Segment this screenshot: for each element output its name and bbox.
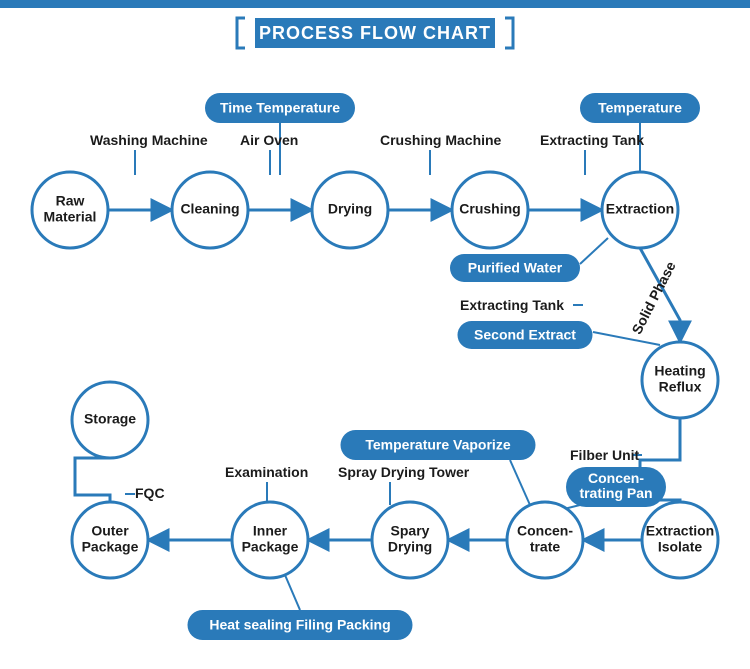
equipment-label: Spray Drying Tower <box>338 464 470 480</box>
node-raw: RawMaterial <box>32 172 108 248</box>
node-spray: SparyDrying <box>372 502 448 578</box>
node-label: Package <box>242 539 299 555</box>
equipment-label: Filber Unit <box>570 447 640 463</box>
node-label: Concen- <box>517 523 573 539</box>
param-pill: Second Extract <box>458 321 593 349</box>
node-dry: Drying <box>312 172 388 248</box>
param-pill: Concen-trating Pan <box>566 467 666 507</box>
node-extract: Extraction <box>602 172 678 248</box>
node-storage: Storage <box>72 382 148 458</box>
param-pill: Temperature <box>580 93 700 123</box>
equipment-label: Extracting Tank <box>540 132 644 148</box>
equipment-label: Examination <box>225 464 308 480</box>
svg-text:Time Temperature: Time Temperature <box>220 100 340 116</box>
node-label: Reflux <box>659 379 702 395</box>
node-label: trate <box>530 539 561 555</box>
pill-link <box>580 238 608 264</box>
edge-outer-storage <box>75 458 110 502</box>
node-label: Drying <box>328 201 372 217</box>
svg-text:Second Extract: Second Extract <box>474 327 576 343</box>
node-label: Extraction <box>646 523 714 539</box>
param-pill: Time Temperature <box>205 93 355 123</box>
node-label: Spary <box>391 523 430 539</box>
node-label: Outer <box>91 523 129 539</box>
chart-title: PROCESS FLOW CHART <box>259 23 491 43</box>
equipment-label: Crushing Machine <box>380 132 502 148</box>
node-label: Package <box>82 539 139 555</box>
node-label: Heating <box>654 363 705 379</box>
node-label: Cleaning <box>180 201 239 217</box>
equipment-label: FQC <box>135 485 165 501</box>
node-label: Drying <box>388 539 432 555</box>
node-label: Inner <box>253 523 288 539</box>
node-outer: OuterPackage <box>72 502 148 578</box>
equipment-label: Washing Machine <box>90 132 208 148</box>
svg-text:Purified Water: Purified Water <box>468 260 563 276</box>
node-label: Extraction <box>606 201 674 217</box>
node-reflux: HeatingReflux <box>642 342 718 418</box>
node-label: Material <box>44 209 97 225</box>
node-crush: Crushing <box>452 172 528 248</box>
param-pill: Purified Water <box>450 254 580 282</box>
node-label: Raw <box>56 193 85 209</box>
svg-text:Concen-: Concen- <box>588 470 644 486</box>
node-isolate: ExtractionIsolate <box>642 502 718 578</box>
pill-link <box>593 332 660 345</box>
pill-link <box>510 460 530 505</box>
node-inner: InnerPackage <box>232 502 308 578</box>
node-label: Crushing <box>459 201 520 217</box>
process-flow-chart: PROCESS FLOW CHART RawMaterial Cleaning Dry… <box>0 0 750 669</box>
param-pill: Temperature Vaporize <box>341 430 536 460</box>
svg-text:Heat sealing Filing Packing: Heat sealing Filing Packing <box>209 617 390 633</box>
param-pill: Heat sealing Filing Packing <box>188 610 413 640</box>
pill-link <box>285 575 300 610</box>
svg-text:Temperature: Temperature <box>598 100 682 116</box>
equipment-label: Air Oven <box>240 132 298 148</box>
node-label: Isolate <box>658 539 703 555</box>
node-label: Storage <box>84 411 136 427</box>
node-clean: Cleaning <box>172 172 248 248</box>
node-conc: Concen-trate <box>507 502 583 578</box>
equipment-label: Extracting Tank <box>460 297 564 313</box>
svg-text:Temperature Vaporize: Temperature Vaporize <box>365 437 510 453</box>
svg-text:trating Pan: trating Pan <box>579 485 652 501</box>
